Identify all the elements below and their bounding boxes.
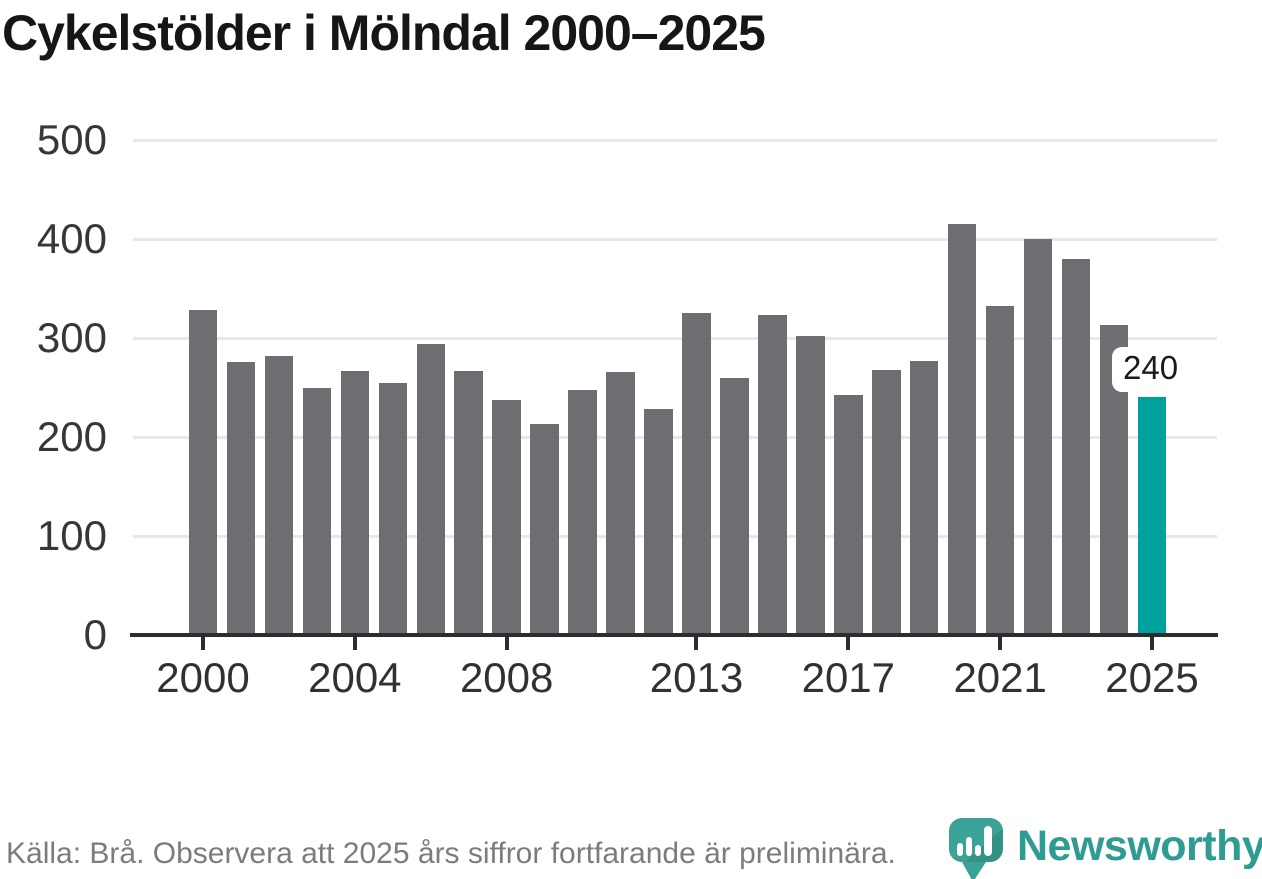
x-axis-label-2021: 2021	[953, 654, 1047, 701]
x-axis-label-2013: 2013	[649, 654, 744, 701]
page-title: Cykelstölder i Mölndal 2000–2025	[2, 5, 766, 61]
bar-2000	[188, 310, 218, 635]
gridline-y-100	[133, 534, 1217, 538]
y-axis-label-300: 300	[36, 314, 107, 361]
highlight-bar-2025	[1137, 397, 1167, 635]
bar-2005	[378, 382, 408, 635]
x-axis-label-2000: 2000	[156, 654, 250, 701]
bar-2012	[644, 409, 673, 635]
bar-2011	[606, 371, 635, 635]
x-tick-2000	[201, 637, 205, 650]
bar-2022	[1023, 239, 1053, 635]
y-axis-label-100: 100	[36, 512, 107, 559]
x-tick-2013	[694, 637, 699, 650]
bar-2004	[340, 370, 370, 635]
y-axis-label-500: 500	[36, 116, 107, 163]
bar-2013	[682, 313, 711, 635]
bar-2008	[492, 400, 521, 635]
x-axis-label-2004: 2004	[308, 654, 402, 701]
x-axis-label-2025: 2025	[1105, 654, 1199, 701]
x-axis-label-2008: 2008	[459, 654, 554, 701]
gridline-y-500	[133, 138, 1217, 142]
gridline-y-200	[133, 435, 1217, 439]
bar-2016	[796, 336, 825, 635]
bar-2014	[720, 377, 749, 635]
bar-2002	[264, 355, 294, 635]
x-tick-2008	[504, 637, 509, 650]
bar-2015	[758, 315, 787, 635]
x-tick-2017	[846, 637, 851, 650]
bar-2023	[1061, 258, 1091, 635]
bar-2018	[872, 369, 901, 635]
value-annotation: 240	[1112, 347, 1190, 393]
source-note: Källa: Brå. Observera att 2025 års siffr…	[6, 837, 896, 870]
bar-2001	[226, 361, 256, 635]
y-axis-label-0: 0	[83, 611, 107, 658]
gridline-y-400	[133, 237, 1217, 241]
bar-2021	[985, 306, 1015, 635]
x-tick-2021	[998, 637, 1003, 650]
bar-2010	[568, 390, 597, 635]
bar-2003	[302, 388, 332, 635]
bar-2006	[416, 343, 445, 635]
bar-2017	[834, 395, 863, 635]
x-tick-2004	[352, 637, 357, 650]
y-axis-label-400: 400	[36, 215, 107, 262]
gridline-y-300	[133, 336, 1217, 340]
bar-2019	[909, 360, 939, 635]
x-axis-line	[130, 633, 1218, 637]
bar-2007	[454, 370, 483, 635]
bar-2020	[947, 224, 977, 635]
x-axis-label-2017: 2017	[801, 654, 896, 701]
newsworthy-pin-chart-icon	[949, 818, 1003, 879]
bar-2009	[530, 424, 559, 635]
x-tick-2025	[1150, 637, 1154, 650]
newsworthy-wordmark: Newsworthy	[1017, 822, 1262, 870]
y-axis-label-200: 200	[36, 413, 107, 460]
